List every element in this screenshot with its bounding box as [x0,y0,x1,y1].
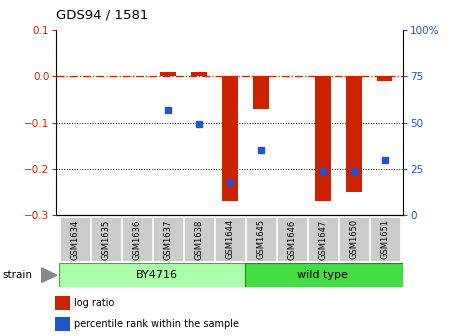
Bar [160,72,175,77]
Text: GSM1651: GSM1651 [380,219,389,259]
Text: GSM1647: GSM1647 [318,219,327,259]
Text: wild type: wild type [297,270,348,280]
Text: GSM1637: GSM1637 [163,219,172,260]
Bar [191,72,206,77]
Text: GSM1638: GSM1638 [194,219,204,260]
FancyBboxPatch shape [308,217,338,261]
FancyBboxPatch shape [121,217,152,261]
Text: log ratio: log ratio [74,298,114,308]
Text: GDS94 / 1581: GDS94 / 1581 [56,9,149,22]
Bar [60,263,245,287]
Bar [346,77,362,192]
FancyBboxPatch shape [246,217,276,261]
FancyBboxPatch shape [184,217,214,261]
Text: percentile rank within the sample: percentile rank within the sample [74,319,239,329]
Bar [222,77,238,201]
FancyBboxPatch shape [370,217,400,261]
Text: GSM1636: GSM1636 [132,219,141,260]
FancyBboxPatch shape [339,217,369,261]
FancyBboxPatch shape [60,217,90,261]
Text: GSM1644: GSM1644 [225,219,234,259]
Bar [377,77,393,81]
Bar [315,77,331,201]
Bar [55,296,69,310]
FancyBboxPatch shape [152,217,183,261]
Text: GSM1635: GSM1635 [101,219,110,259]
Text: GSM1634: GSM1634 [70,219,79,259]
Text: strain: strain [2,270,32,280]
Text: BY4716: BY4716 [136,270,178,280]
Bar [55,317,69,331]
Text: GSM1650: GSM1650 [349,219,358,259]
Polygon shape [42,268,57,283]
Text: GSM1645: GSM1645 [256,219,265,259]
FancyBboxPatch shape [277,217,307,261]
FancyBboxPatch shape [215,217,245,261]
Bar [253,77,269,109]
Text: GSM1646: GSM1646 [287,219,296,259]
Bar [245,263,403,287]
FancyBboxPatch shape [91,217,121,261]
